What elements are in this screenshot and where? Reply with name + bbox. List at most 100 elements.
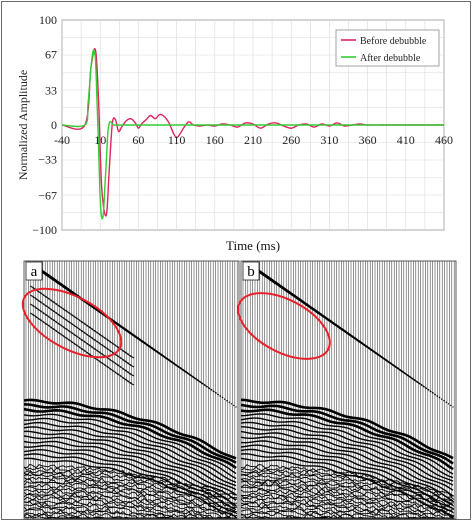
direct-arrival-wavelet [205,385,209,388]
reflection-event [240,436,454,497]
panel-a-label: a [31,264,38,280]
highlight-ellipse-a [21,287,123,359]
legend: Before debubble After debubble [335,29,440,67]
reflection-event [240,426,454,486]
reflection-event [240,403,454,465]
deep-reflection-event [23,473,238,507]
direct-arrival-wavelet [443,399,445,402]
x-tick-label: 460 [435,133,453,147]
seismic-panel-b [240,260,457,520]
bubble-wavelet [129,382,135,386]
deep-reflection-event [24,483,238,517]
reflection-event [240,430,454,491]
direct-arrival-wavelet [415,380,419,384]
bubble-wavelet [129,373,135,377]
reflections [23,398,238,519]
direct-arrival-wavelet [401,370,406,374]
reflection-event [240,408,454,471]
x-tick-label: 260 [282,133,300,147]
direct-arrival-wavelet [182,369,187,373]
direct-arrival-wavelet [447,403,450,405]
direct-arrival-wavelet [187,372,191,376]
direct-arrival-wavelet [394,366,399,370]
reflection-event [240,421,454,482]
bubble-wavelet [129,355,135,359]
x-tick-label: 360 [359,133,377,147]
direct-arrival-wavelet [422,385,426,388]
direct-arrival-wavelet [216,393,220,396]
x-tick-label: 10 [94,133,106,147]
x-tick-label: 310 [320,133,338,147]
y-tick-label: 33 [45,83,57,97]
reflection-event [23,413,237,475]
x-axis-label: Time (ms) [226,238,280,253]
deep-reflection-event [240,484,455,516]
direct-arrival-wavelet [445,401,448,404]
reflection-event [23,407,237,470]
reflection-event [23,448,237,511]
x-tick-label: 410 [397,133,415,147]
amplitude-chart: 100 67 33 0 −33 −67 −100 -40 10 60 110 160 210 260 31… [16,13,453,253]
direct-arrival-wavelet [235,406,237,408]
reflection-event [23,430,237,491]
deep-reflection-event [23,516,237,519]
direct-arrival-wavelet [180,367,184,371]
reflection-event [23,457,237,518]
direct-arrival-wavelet [431,391,434,394]
deep-reflection-event [23,478,238,513]
reflection-event [240,444,454,506]
panel-b-label-box [242,261,260,281]
legend-label-after: After debubble [360,53,421,64]
direct-arrival-wavelet [194,377,198,381]
highlight-ellipse-b [237,292,331,360]
panel-b-label: b [247,264,255,280]
legend-label-before: Before debubble [360,36,427,47]
direct-arrival-wavelet [232,404,235,407]
deep-reflection-event [240,486,455,518]
legend-box [335,29,440,67]
direct-arrival-wavelet [404,372,408,376]
direct-arrival-wavelet [413,378,417,382]
deep-reflection-event [240,473,455,507]
direct-arrival-wavelet [408,375,412,379]
deep-reflection-event [240,471,455,504]
bubble-noise [29,285,135,386]
reflection-event [240,413,454,475]
direct-arrival-wavelet [417,382,421,385]
deep-reflection-event [23,481,238,515]
deep-reflection-event [240,469,455,503]
direct-arrival-wavelet [420,383,423,387]
deep-reflection-event [240,476,455,510]
deep-reflection-event [240,488,454,519]
x-tick-label: 60 [132,133,144,147]
x-tick-labels: -40 10 60 110 160 210 260 310 360 410 460 [54,133,453,147]
deep-reflection-event [240,464,455,497]
direct-arrival-wavelet [221,396,224,399]
direct-arrival-wavelet [436,394,439,397]
direct-arrival [31,263,237,408]
reflection-event [240,440,454,502]
reflection-event [23,398,237,460]
direct-arrival-wavelet [226,399,228,402]
direct-arrival-wavelet [191,375,195,379]
seismic-panel-a [23,260,240,520]
reflection-event [240,448,454,510]
direct-arrival-wavelet [449,404,452,407]
deep-reflection-event [23,469,238,500]
direct-arrival-wavelet [198,380,202,384]
direct-arrival-wavelet [399,369,404,373]
y-tick-label: 0 [51,118,57,132]
deep-reflection-event [240,478,455,511]
deep-reflection-event [240,481,455,514]
bubble-wavelet [129,364,135,368]
deep-reflection-event [23,493,237,519]
deep-reflection-event [240,466,455,500]
direct-arrival-wavelet [228,401,231,404]
direct-arrival-wavelet [207,386,211,390]
deep-reflection-event [240,516,454,519]
direct-arrival-wavelet [429,390,432,393]
reflection-event [23,403,237,464]
direct-arrival-wavelet [397,367,401,371]
x-tick-label: -40 [54,133,70,147]
direct-arrival-wavelet [212,390,215,393]
